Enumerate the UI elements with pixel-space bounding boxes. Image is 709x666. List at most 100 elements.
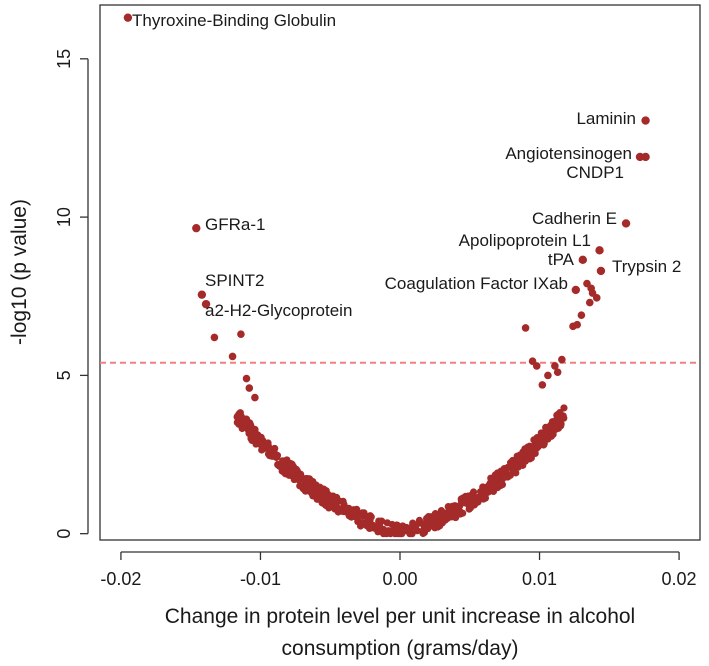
data-point xyxy=(352,513,361,521)
point-labels: Thyroxine-Binding Globulin GFRa-1 SPINT2… xyxy=(132,11,681,320)
y-tick-label: 5 xyxy=(54,370,74,380)
label-thyroxine-binding-globulin: Thyroxine-Binding Globulin xyxy=(132,11,336,30)
data-point xyxy=(536,434,544,443)
data-point xyxy=(422,514,431,523)
data-point xyxy=(500,466,508,474)
data-point xyxy=(241,419,250,428)
highlighted-point-cadherin-e xyxy=(621,219,631,228)
data-point xyxy=(314,494,323,502)
label-spint2: SPINT2 xyxy=(205,271,265,290)
data-point xyxy=(359,519,367,527)
data-point xyxy=(334,508,342,516)
data-point xyxy=(487,483,495,491)
data-point xyxy=(450,509,458,517)
label-cndp1: CNDP1 xyxy=(566,163,624,182)
data-point xyxy=(527,452,535,460)
data-point xyxy=(551,362,559,370)
data-point xyxy=(259,443,267,451)
data-point xyxy=(252,440,260,448)
x-tick-label: 0.00 xyxy=(382,569,417,589)
data-point xyxy=(592,294,601,302)
data-point xyxy=(587,284,595,293)
data-point xyxy=(413,527,421,535)
data-point xyxy=(431,510,440,518)
x-axis-title-line-2: consumption (grams/day) xyxy=(282,637,519,660)
label-coagulation-factor-ixab: Coagulation Factor IXab xyxy=(385,274,568,293)
data-point xyxy=(287,459,295,468)
data-point xyxy=(552,425,560,433)
data-point xyxy=(491,471,499,479)
y-axis: 0 5 10 15 xyxy=(54,49,89,539)
data-point xyxy=(512,469,520,477)
data-point xyxy=(228,352,237,361)
x-axis-title-line-1: Change in protein level per unit increas… xyxy=(165,605,635,628)
highlighted-point-trypsin-2 xyxy=(596,266,606,276)
data-point xyxy=(245,384,254,392)
data-point xyxy=(533,444,541,452)
data-point xyxy=(577,311,586,320)
highlighted-point-gfra-1 xyxy=(192,223,201,233)
highlighted-point-coagulation-factor-ixab xyxy=(571,285,581,295)
data-point xyxy=(332,500,340,508)
data-point xyxy=(251,393,259,402)
data-point xyxy=(522,455,530,464)
data-point xyxy=(419,529,427,538)
x-axis: -0.02 -0.01 0.00 0.01 0.02 xyxy=(100,551,697,589)
data-point xyxy=(302,485,310,494)
label-a2-h2-glycoprotein: a2-H2-Glycoprotein xyxy=(205,301,352,320)
data-point xyxy=(552,416,560,424)
data-point xyxy=(270,446,278,454)
data-point xyxy=(269,451,278,459)
label-trypsin-2: Trypsin 2 xyxy=(612,257,681,276)
data-point xyxy=(433,521,441,529)
highlighted-point-cndp1 xyxy=(641,152,650,162)
data-point xyxy=(327,492,335,500)
x-tick-label: -0.01 xyxy=(240,569,281,589)
data-point xyxy=(528,357,537,365)
data-point xyxy=(375,521,384,529)
highlighted-point-a2-h2-glycoprotein xyxy=(201,299,211,309)
data-point xyxy=(242,374,251,383)
data-point xyxy=(358,509,366,517)
label-gfra-1: GFRa-1 xyxy=(205,215,265,234)
data-point xyxy=(569,322,577,331)
highlighted-point-tpa xyxy=(578,255,587,265)
data-point xyxy=(456,508,464,517)
data-point xyxy=(368,522,376,530)
data-point xyxy=(291,473,299,481)
data-point xyxy=(397,525,406,534)
data-point xyxy=(462,492,470,501)
highlighted-point-thyroxine-binding-globulin xyxy=(123,13,133,22)
data-point xyxy=(415,516,424,524)
data-point xyxy=(383,519,391,527)
data-point xyxy=(424,523,432,531)
data-points xyxy=(123,13,650,538)
label-apolipoprotein-l1: Apolipoprotein L1 xyxy=(459,231,591,250)
highlighted-point-laminin xyxy=(641,116,650,125)
data-point xyxy=(325,502,334,510)
highlighted-point-spint2 xyxy=(197,290,207,299)
data-point xyxy=(210,333,219,342)
data-point xyxy=(544,371,552,380)
label-cadherin-e: Cadherin E xyxy=(532,209,617,228)
data-point xyxy=(553,368,562,377)
data-point xyxy=(296,482,304,490)
data-point xyxy=(340,500,348,508)
data-point xyxy=(235,419,243,427)
label-tpa: tPA xyxy=(548,250,575,269)
y-tick-label: 15 xyxy=(54,49,74,69)
data-point xyxy=(476,488,485,496)
plot-frame xyxy=(99,4,701,541)
y-axis-title: -log10 (p value) xyxy=(8,199,31,345)
data-point xyxy=(303,474,312,483)
data-point xyxy=(457,498,466,506)
label-angiotensinogen: Angiotensinogen xyxy=(505,144,632,163)
data-point xyxy=(448,502,457,510)
y-tick-label: 10 xyxy=(54,207,74,227)
data-point xyxy=(392,521,401,529)
data-point xyxy=(542,423,550,432)
x-tick-label: 0.01 xyxy=(522,569,557,589)
data-point xyxy=(246,427,254,435)
data-point xyxy=(521,324,530,332)
